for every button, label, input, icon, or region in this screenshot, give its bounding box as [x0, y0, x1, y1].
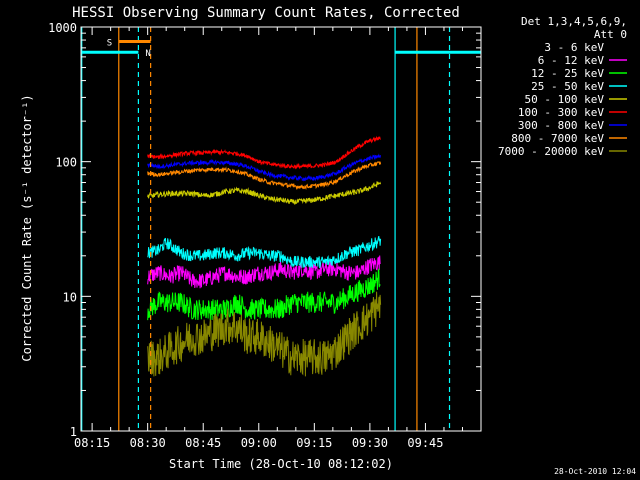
- y-axis-title: Corrected Count Rate (s⁻¹ detector⁻¹): [20, 94, 34, 361]
- y-tick-label-2: 100: [55, 156, 77, 170]
- series-line-8: [147, 291, 382, 377]
- series-line-7: [147, 161, 382, 191]
- series-line-1: [147, 255, 381, 289]
- y-tick-label-0: 1: [70, 425, 77, 439]
- x-tick-label-0: 08:15: [74, 436, 110, 450]
- legend-header-0: Det 1,3,4,5,6,9,: [521, 15, 627, 28]
- y-tick-label-3: 1000: [48, 21, 77, 35]
- legend-label-8: 7000 - 20000 keV: [498, 145, 604, 158]
- legend-label-1: 6 - 12 keV: [538, 54, 605, 67]
- series-line-2: [147, 268, 381, 321]
- x-tick-label-6: 09:45: [407, 436, 443, 450]
- legend-label-3: 25 - 50 keV: [531, 80, 604, 93]
- legend-label-4: 50 - 100 keV: [525, 93, 605, 106]
- chart-title: HESSI Observing Summary Count Rates, Cor…: [72, 5, 460, 21]
- x-tick-label-4: 09:15: [296, 436, 332, 450]
- bar-letter-n: N: [145, 49, 150, 59]
- series-line-6: [147, 153, 382, 182]
- plot-area: S N 08:15 08:30 08:45 09:00 09:15 09:30 09:45 1 10…: [48, 21, 482, 450]
- legend-label-6: 300 - 800 keV: [518, 119, 604, 132]
- x-tick-label-2: 08:45: [185, 436, 221, 450]
- x-axis-label: Start Time (28-Oct-10 08:12:02): [169, 457, 393, 471]
- series-line-3: [147, 235, 382, 269]
- series-line-5: [147, 135, 381, 170]
- legend-label-5: 100 - 300 keV: [518, 106, 604, 119]
- x-tick-label-5: 09:30: [352, 436, 388, 450]
- legend-label-0: 3 - 6 keV: [544, 41, 604, 54]
- footer-date: 28-Oct-2010 12:04: [554, 467, 636, 476]
- x-tick-label-3: 09:00: [241, 436, 277, 450]
- legend-label-7: 800 - 7000 keV: [511, 132, 604, 145]
- bar-label-1: S: [107, 39, 112, 49]
- series-line-0: [147, 320, 382, 414]
- legend-label-2: 12 - 25 keV: [531, 67, 604, 80]
- legend-header-1: Att 0: [594, 28, 627, 41]
- y-tick-label-1: 10: [63, 290, 77, 304]
- series-line-4: [147, 181, 382, 205]
- y-axis-label: Corrected Count Rate (s⁻¹ detector⁻¹): [20, 94, 34, 361]
- x-tick-label-1: 08:30: [130, 436, 166, 450]
- plot-frame: [80, 26, 482, 432]
